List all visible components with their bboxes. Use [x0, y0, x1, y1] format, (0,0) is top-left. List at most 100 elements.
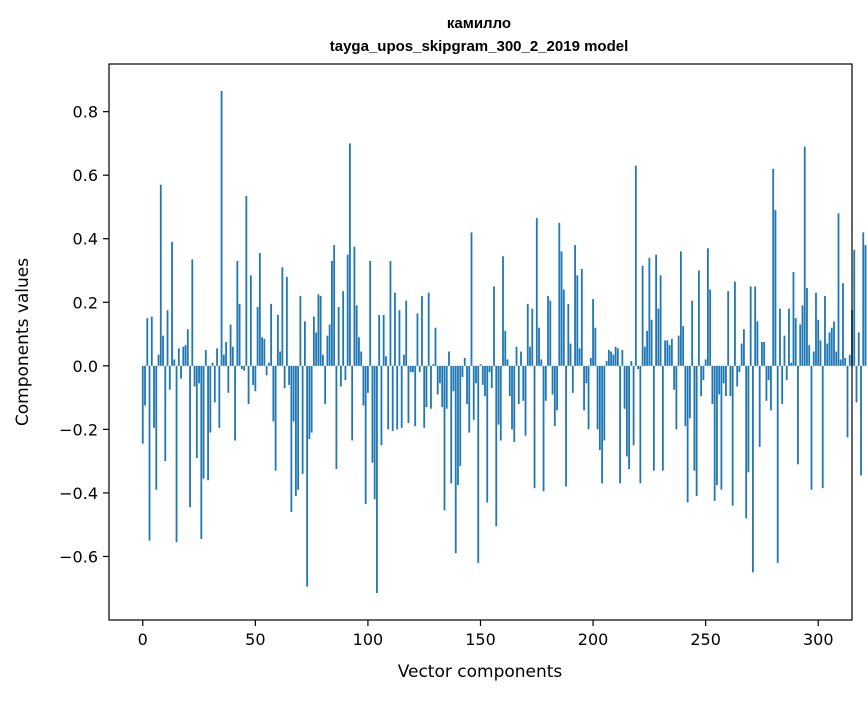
bar-178: [542, 365, 545, 492]
bar-194: [578, 348, 581, 366]
bar-274: [758, 365, 761, 447]
bar-77: [315, 332, 318, 366]
bar-310: [839, 359, 842, 366]
bar-179: [544, 365, 547, 401]
bar-181: [549, 300, 552, 366]
bar-196: [583, 365, 585, 411]
x-tick-label: 300: [803, 630, 834, 649]
bar-93: [351, 365, 354, 441]
bar-202: [596, 365, 599, 430]
bar-227: [652, 365, 655, 471]
bar-117: [405, 300, 408, 366]
bar-271: [752, 365, 754, 573]
bar-189: [567, 303, 570, 366]
bar-96: [358, 337, 360, 366]
bar-308: [835, 351, 838, 366]
bar-260: [727, 291, 730, 366]
x-tick-label: 200: [578, 630, 609, 649]
bar-294: [803, 146, 806, 366]
bar-214: [623, 365, 626, 409]
bar-66: [290, 365, 293, 512]
bar-14: [173, 359, 176, 366]
bar-311: [842, 283, 844, 366]
bar-47: [247, 365, 250, 404]
bar-23: [193, 365, 196, 387]
bar-107: [382, 314, 385, 366]
y-tick-label: 0.4: [73, 230, 98, 249]
bar-78: [317, 294, 320, 366]
bar-280: [772, 168, 775, 366]
bar-221: [639, 365, 642, 484]
bar-197: [585, 365, 588, 384]
bar-224: [646, 330, 649, 366]
bar-203: [598, 365, 601, 451]
bar-143: [463, 357, 466, 366]
bar-8: [159, 184, 162, 366]
bar-236: [673, 365, 676, 390]
bar-268: [745, 365, 748, 519]
bar-12: [168, 365, 171, 390]
bar-150: [479, 364, 482, 366]
bar-135: [445, 365, 448, 409]
bar-199: [589, 357, 592, 366]
chart-subtitle: tayga_upos_skipgram_300_2_2019 model: [330, 38, 629, 55]
bar-6: [155, 365, 158, 490]
bar-16: [177, 348, 180, 366]
bar-160: [502, 256, 504, 366]
bar-278: [767, 365, 770, 381]
bar-83: [328, 324, 331, 366]
bar-149: [477, 365, 480, 563]
bar-51: [256, 307, 259, 366]
bar-288: [790, 362, 793, 366]
bar-152: [484, 365, 486, 397]
bar-75: [310, 365, 313, 433]
bar-26: [200, 365, 203, 539]
bar-27: [202, 365, 205, 479]
bar-241: [684, 365, 687, 427]
bar-238: [677, 335, 680, 366]
bar-7: [157, 354, 160, 366]
bar-32: [213, 365, 216, 403]
bar-173: [531, 308, 534, 366]
bar-273: [756, 321, 759, 366]
bar-317: [855, 365, 858, 403]
bar-218: [632, 365, 635, 446]
bar-9: [162, 335, 164, 366]
bar-180: [547, 295, 549, 366]
bar-205: [603, 365, 606, 441]
x-axis: 0 50 100 150 200 250 300: [138, 620, 834, 649]
bar-316: [853, 249, 856, 366]
bar-30: [209, 365, 212, 433]
bar-101: [369, 260, 372, 366]
bar-59: [274, 365, 277, 471]
bar-263: [734, 281, 736, 366]
bar-154: [488, 365, 491, 373]
bar-4: [150, 316, 153, 366]
bar-164: [511, 365, 513, 430]
bar-133: [441, 365, 444, 408]
bar-256: [718, 365, 721, 395]
bar-63: [283, 365, 286, 389]
bar-306: [830, 327, 833, 366]
bar-142: [461, 365, 464, 377]
y-tick-label: −0.4: [59, 484, 98, 503]
bar-103: [373, 365, 376, 500]
bar-170: [524, 365, 527, 436]
bar-276: [763, 342, 766, 366]
bar-series: [141, 91, 867, 593]
bar-250: [704, 359, 707, 366]
bar-321: [864, 245, 867, 366]
bar-49: [252, 365, 254, 385]
bar-293: [801, 305, 804, 366]
bar-158: [497, 365, 500, 425]
bar-290: [794, 318, 797, 366]
bar-309: [837, 213, 840, 366]
bar-177: [540, 359, 543, 366]
plot-frame: [108, 63, 853, 621]
bar-213: [621, 349, 624, 366]
bar-113: [396, 365, 399, 430]
bar-200: [592, 299, 594, 366]
y-tick-label: −0.6: [59, 547, 98, 566]
bar-233: [666, 340, 669, 366]
